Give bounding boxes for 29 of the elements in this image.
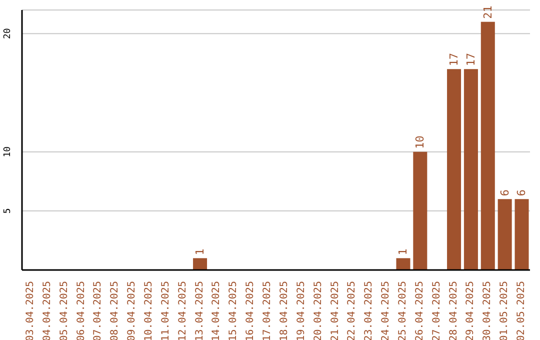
data-label: 1 <box>194 248 207 256</box>
data-label: 17 <box>448 52 461 66</box>
x-tick-label: 19.04.2025 <box>296 281 307 340</box>
y-tick-label: 20 <box>3 28 13 40</box>
x-tick-label: 16.04.2025 <box>245 281 256 340</box>
data-label: 17 <box>464 52 478 66</box>
bar <box>480 22 495 270</box>
data-label: 1 <box>396 248 410 256</box>
bar <box>514 199 529 270</box>
x-tick-label: 12.04.2025 <box>177 281 188 340</box>
x-tick-label: 17.04.2025 <box>262 281 274 340</box>
data-label: 10 <box>414 136 427 149</box>
bar <box>464 69 478 270</box>
bar <box>413 152 428 270</box>
x-tick-label: 15.04.2025 <box>228 281 240 340</box>
x-tick-label: 14.04.2025 <box>211 281 222 340</box>
bar <box>396 258 410 270</box>
x-tick-label: 10.04.2025 <box>144 281 154 340</box>
data-label: 6 <box>515 189 528 196</box>
bar <box>447 69 462 270</box>
y-tick-label: 10 <box>3 146 13 158</box>
data-label: 21 <box>481 6 494 19</box>
bar <box>498 199 512 270</box>
x-tick-label: 11.04.2025 <box>160 281 172 340</box>
y-tick-label: 5 <box>3 208 13 214</box>
x-tick-label: 18.04.2025 <box>278 281 290 340</box>
bar <box>193 258 208 270</box>
data-label: 6 <box>498 189 512 196</box>
x-tick-label: 13.04.2025 <box>194 281 206 340</box>
